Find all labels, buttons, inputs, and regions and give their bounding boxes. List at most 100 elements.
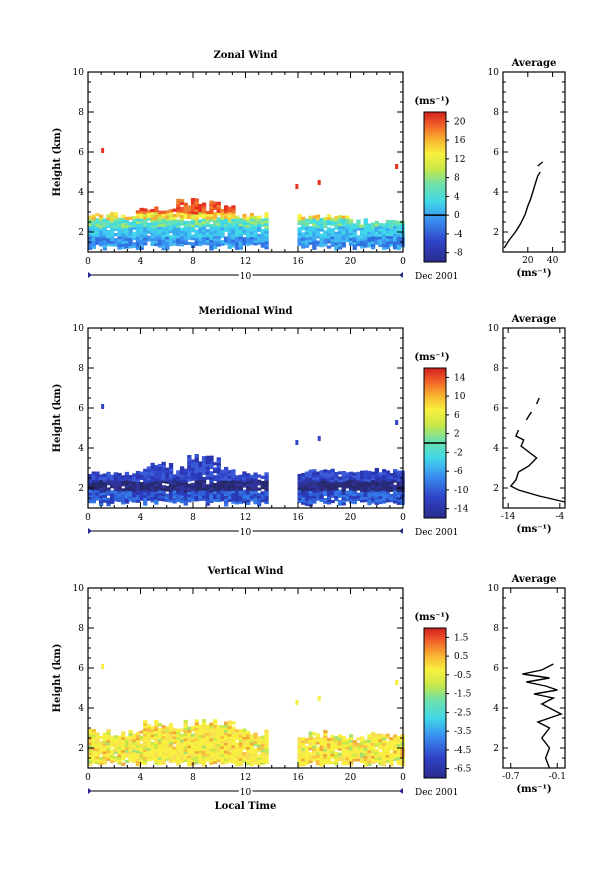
heatmap-cell bbox=[216, 748, 221, 752]
heatmap-cell bbox=[257, 744, 262, 748]
heatmap-cell bbox=[301, 237, 306, 241]
heatmap-cell bbox=[117, 761, 122, 765]
heatmap-cell bbox=[301, 742, 306, 746]
heatmap-cell bbox=[396, 233, 401, 238]
heatmap-cell bbox=[165, 729, 170, 733]
heatmap-cell bbox=[253, 495, 258, 500]
heatmap-cell bbox=[396, 741, 401, 745]
heatmap-cell bbox=[139, 213, 144, 217]
heatmap-cell bbox=[110, 490, 115, 494]
heatmap-cell bbox=[238, 495, 243, 499]
heatmap-cell bbox=[209, 205, 214, 209]
heatmap-cell bbox=[161, 746, 166, 750]
heatmap-cell bbox=[194, 727, 199, 731]
heatmap-cell bbox=[297, 484, 302, 488]
heatmap-cell bbox=[106, 217, 111, 221]
heatmap-cell bbox=[382, 755, 387, 759]
heatmap-cell bbox=[301, 480, 306, 484]
heatmap-cell bbox=[209, 455, 214, 459]
heatmap-cell bbox=[348, 492, 354, 496]
heatmap-cell bbox=[91, 500, 96, 504]
heatmap-cell bbox=[183, 502, 188, 506]
heatmap-cell bbox=[146, 747, 152, 751]
heatmap-cell bbox=[187, 468, 192, 472]
heatmap-cell bbox=[190, 490, 196, 494]
heatmap-cell bbox=[224, 490, 229, 494]
heatmap-cell bbox=[106, 230, 111, 234]
heatmap-cell bbox=[102, 735, 107, 739]
heatmap-cell bbox=[312, 469, 317, 473]
profile-y-tick-label: 10 bbox=[488, 68, 500, 78]
heatmap-cell bbox=[91, 489, 96, 493]
heatmap-cell bbox=[102, 239, 107, 243]
heatmap-cell bbox=[337, 230, 343, 234]
heatmap-cell bbox=[121, 246, 126, 250]
heatmap-cell bbox=[396, 488, 401, 492]
heatmap-cell bbox=[201, 463, 207, 468]
heatmap-cell bbox=[253, 756, 258, 760]
date-axis-end-marker bbox=[399, 788, 403, 794]
heatmap-cell bbox=[179, 500, 185, 504]
heatmap-cell bbox=[179, 746, 185, 750]
colorbar-tick-label: -2.5 bbox=[454, 708, 472, 718]
profile-y-tick-label: 8 bbox=[493, 364, 499, 374]
heatmap-cell bbox=[176, 198, 181, 202]
heatmap-cell bbox=[132, 244, 137, 248]
heatmap-cell bbox=[312, 742, 317, 746]
heatmap-cell bbox=[154, 735, 159, 739]
heatmap-cell bbox=[139, 233, 144, 237]
heatmap-cell bbox=[393, 243, 398, 247]
heatmap-cell bbox=[249, 490, 254, 494]
heatmap-cell bbox=[360, 752, 365, 756]
heatmap-cells bbox=[88, 148, 405, 251]
heatmap-cell bbox=[143, 746, 148, 750]
heatmap-cell bbox=[176, 475, 181, 479]
heatmap-cell bbox=[121, 739, 126, 743]
outlier-point bbox=[395, 164, 399, 169]
heatmap-cell bbox=[150, 494, 155, 498]
heatmap-cell bbox=[190, 221, 196, 225]
heatmap-cell bbox=[323, 232, 328, 236]
heatmap-cell bbox=[205, 737, 210, 741]
heatmap-cell bbox=[110, 214, 115, 218]
heatmap-cell bbox=[253, 224, 258, 228]
heatmap-cell bbox=[253, 750, 258, 755]
heatmap-cell bbox=[161, 487, 166, 491]
heatmap-cell bbox=[385, 245, 390, 250]
heatmap-cell bbox=[205, 239, 210, 243]
heatmap-cell bbox=[150, 741, 155, 745]
heatmap-cell bbox=[201, 239, 207, 243]
heatmap-cell bbox=[334, 757, 339, 761]
heatmap-cell bbox=[168, 483, 174, 487]
heatmap-cell bbox=[378, 487, 383, 492]
heatmap-cell bbox=[231, 495, 236, 499]
heatmap-cell bbox=[113, 472, 118, 476]
y-tick-label: 2 bbox=[78, 228, 84, 238]
heatmap-cell bbox=[88, 757, 93, 761]
heatmap-cell bbox=[323, 474, 328, 478]
heatmap-cell bbox=[249, 226, 254, 230]
heatmap-cell bbox=[176, 736, 181, 740]
heatmap-cell bbox=[231, 500, 236, 504]
heatmap-cell bbox=[209, 740, 214, 744]
heatmap-cell bbox=[345, 751, 350, 755]
heatmap-cell bbox=[231, 760, 236, 764]
heatmap-cell bbox=[235, 763, 240, 767]
heatmap-cell bbox=[117, 478, 122, 482]
heatmap-cell bbox=[168, 751, 174, 755]
heatmap-cell bbox=[260, 499, 265, 503]
profile-y-tick-label: 6 bbox=[493, 404, 499, 414]
heatmap-cell bbox=[378, 746, 383, 750]
heatmap-cell bbox=[242, 232, 247, 236]
heatmap-cell bbox=[128, 485, 133, 489]
colorbar-tick-label: -0.5 bbox=[454, 671, 472, 681]
heatmap-cell bbox=[220, 487, 225, 491]
heatmap-cell bbox=[348, 242, 354, 246]
heatmap-cell bbox=[124, 477, 130, 481]
heatmap-cell bbox=[150, 470, 155, 474]
heatmap-cell bbox=[190, 205, 196, 209]
heatmap-cell bbox=[168, 219, 174, 223]
heatmap-cell bbox=[348, 484, 354, 488]
colorbar-tick-label: -3.5 bbox=[454, 727, 472, 737]
heatmap-cell bbox=[227, 475, 232, 479]
